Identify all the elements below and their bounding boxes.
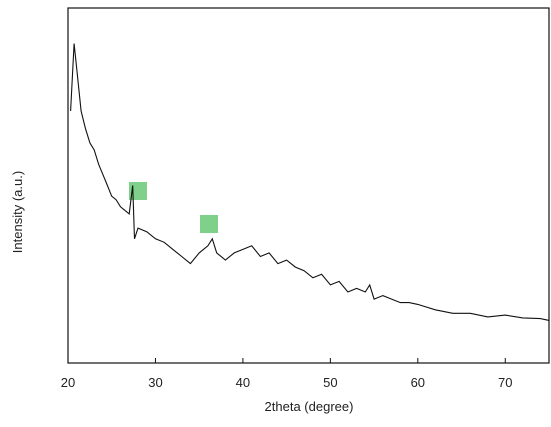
x-tick-label: 30 bbox=[148, 375, 162, 390]
y-axis-label: Intensity (a.u.) bbox=[10, 171, 25, 253]
x-tick-label: 70 bbox=[498, 375, 512, 390]
x-tick-label: 60 bbox=[411, 375, 425, 390]
plot-frame bbox=[67, 7, 550, 364]
x-axis-label: 2theta (degree) bbox=[265, 399, 354, 414]
x-tick-label: 20 bbox=[61, 375, 75, 390]
data-line bbox=[70, 43, 550, 321]
x-tick-label: 40 bbox=[236, 375, 250, 390]
peak-marker bbox=[200, 215, 218, 233]
x-tick-label: 50 bbox=[323, 375, 337, 390]
